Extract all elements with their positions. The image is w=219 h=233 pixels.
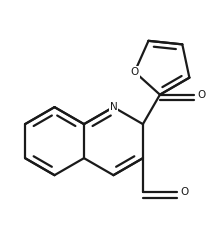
Text: N: N	[110, 102, 117, 112]
Text: O: O	[198, 90, 206, 100]
Text: O: O	[131, 67, 139, 77]
Text: O: O	[180, 187, 189, 197]
